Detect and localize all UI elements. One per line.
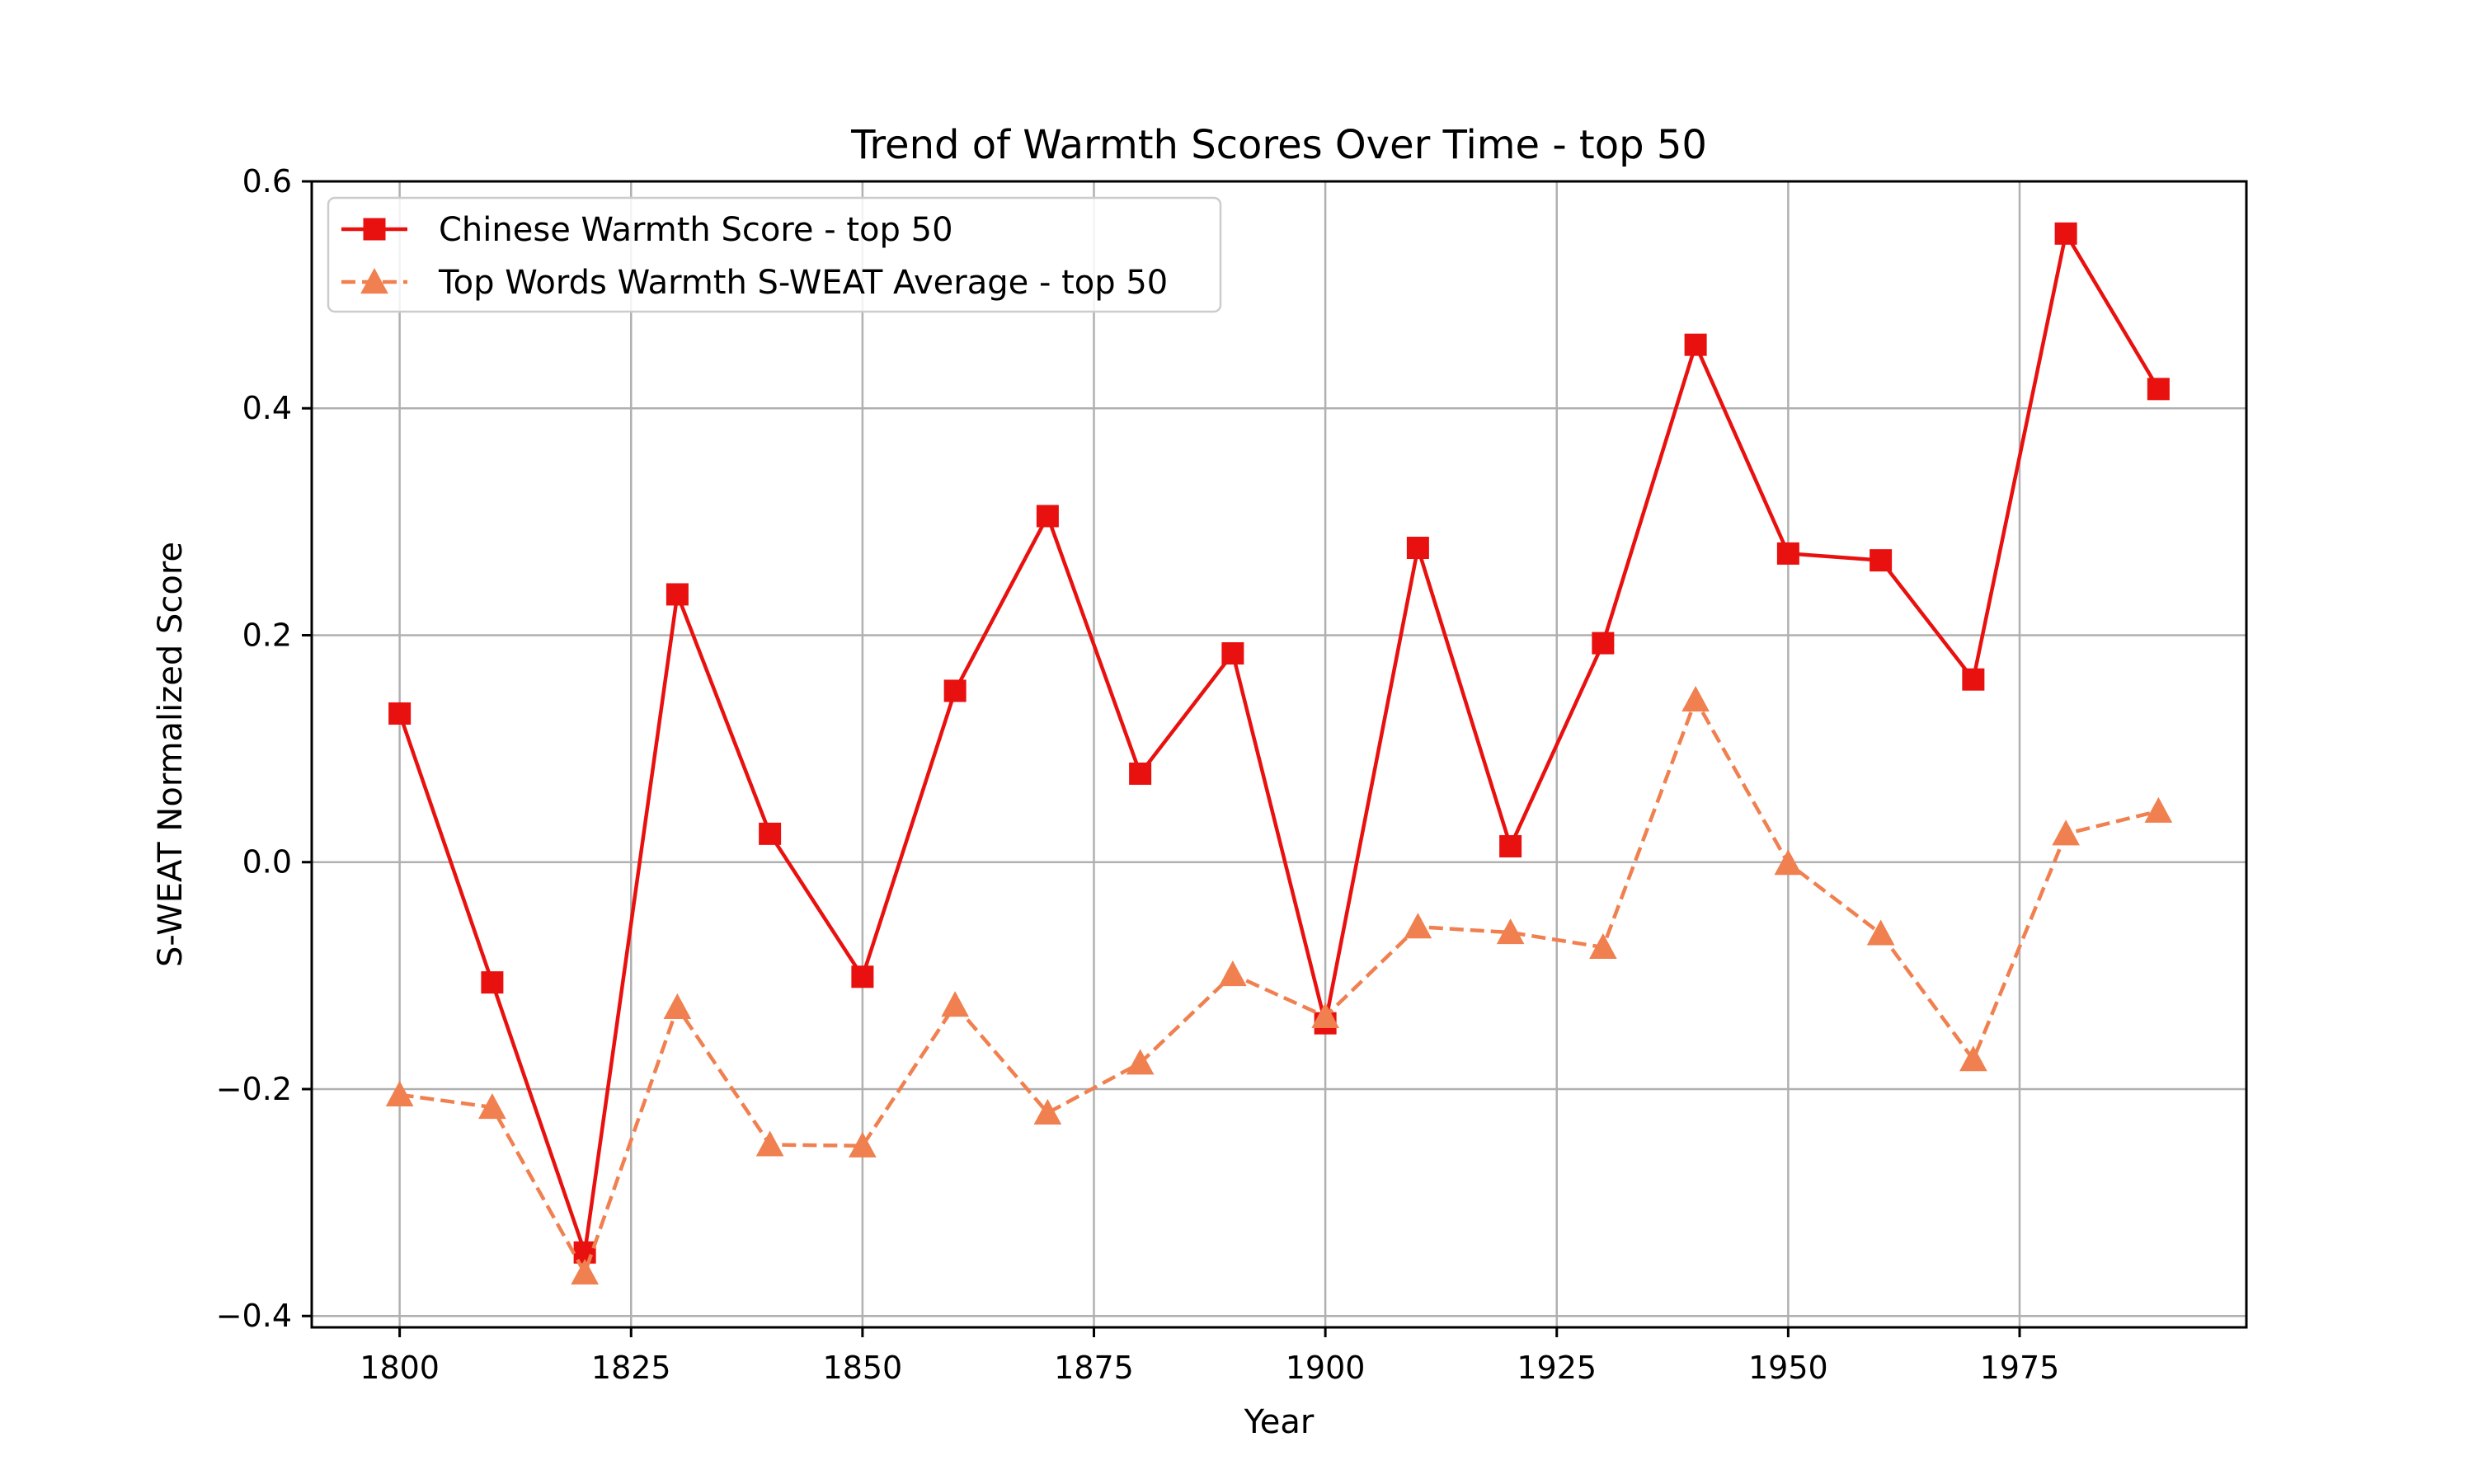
legend-label: Top Words Warmth S-WEAT Average - top 50 [438, 264, 1168, 302]
chart-title: Trend of Warmth Scores Over Time - top 5… [850, 122, 1707, 168]
series-2 [385, 685, 2173, 1285]
y-tick-label: −0.4 [216, 1298, 292, 1334]
data-point [943, 679, 967, 702]
data-point [666, 583, 689, 606]
x-tick-label: 1825 [591, 1350, 671, 1386]
data-point [1866, 919, 1895, 946]
data-point [759, 822, 782, 845]
x-tick-label: 1800 [360, 1350, 440, 1386]
legend-item: Chinese Warmth Score - top 50 [341, 211, 953, 249]
data-point [1684, 333, 1707, 356]
x-tick-label: 1850 [823, 1350, 903, 1386]
data-series [385, 222, 2173, 1285]
data-point [2147, 378, 2170, 401]
data-point [2054, 222, 2077, 245]
data-point [385, 1080, 414, 1106]
data-point [1129, 762, 1152, 785]
legend: Chinese Warmth Score - top 50 Top Words W… [327, 196, 1222, 313]
data-point [1499, 834, 1522, 857]
data-point [1592, 632, 1615, 655]
data-point [2144, 796, 2173, 823]
data-point [1219, 960, 1247, 987]
y-axis-label: S-WEAT Normalized Score [152, 542, 190, 967]
x-tick-label: 1925 [1517, 1350, 1597, 1386]
axis-ticks: 1800 1825 1850 1875 1900 1925 1950 1975 −0.4 −0.2… [216, 163, 2060, 1386]
x-tick-label: 1875 [1054, 1350, 1134, 1386]
data-point [941, 991, 969, 1017]
data-point [1776, 542, 1799, 565]
legend-item: Top Words Warmth S-WEAT Average - top 50 [341, 264, 1168, 302]
x-tick-label: 1975 [1980, 1350, 2060, 1386]
y-tick-label: −0.2 [216, 1071, 292, 1107]
data-point [1774, 849, 1803, 876]
series-line [399, 697, 2159, 1275]
x-tick-label: 1950 [1748, 1350, 1828, 1386]
legend-marker [360, 267, 388, 294]
data-point [1496, 918, 1525, 945]
data-point [1033, 1098, 1062, 1125]
data-point [755, 1130, 784, 1157]
plot-frame [310, 180, 2248, 1329]
data-point [1126, 1049, 1155, 1075]
y-tick-label: 0.6 [242, 163, 292, 200]
data-point [1870, 549, 1893, 572]
data-point [2052, 819, 2080, 846]
data-point [663, 993, 692, 1020]
series-line [397, 232, 2161, 1255]
data-point [1589, 932, 1617, 960]
data-point [1404, 913, 1432, 939]
data-point [388, 702, 412, 725]
series-1 [388, 222, 2170, 1264]
y-tick-label: 0.4 [242, 390, 292, 426]
data-point [1221, 642, 1244, 665]
data-point [478, 1092, 506, 1120]
x-tick-label: 1900 [1286, 1350, 1366, 1386]
legend-box [327, 196, 1222, 313]
y-tick-label: 0.2 [242, 617, 292, 653]
data-point [849, 1131, 877, 1158]
data-point [481, 971, 504, 994]
data-point [1962, 668, 1985, 691]
legend-marker [363, 218, 386, 241]
legend-label: Chinese Warmth Score - top 50 [439, 211, 953, 249]
data-point [1681, 685, 1710, 712]
y-tick-label: 0.0 [242, 844, 292, 881]
data-point [1406, 537, 1429, 560]
data-point [571, 1258, 599, 1285]
data-point [1311, 1002, 1339, 1029]
data-point [1959, 1045, 1987, 1072]
data-point [851, 965, 874, 989]
x-axis-label: Year [1244, 1403, 1315, 1441]
data-point [1036, 505, 1059, 528]
